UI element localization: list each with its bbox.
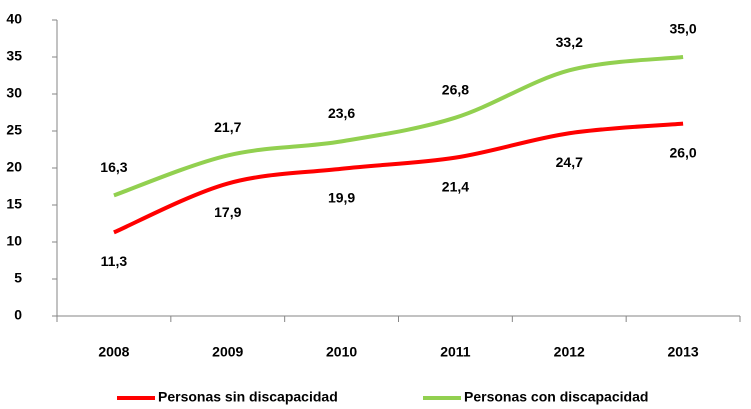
y-tick-label: 35: [6, 48, 22, 64]
x-tick-label: 2008: [98, 344, 129, 360]
data-label: 19,9: [328, 189, 355, 205]
y-tick-label: 0: [14, 307, 22, 323]
data-label: 21,7: [214, 119, 241, 135]
data-label: 21,4: [442, 178, 469, 194]
x-tick-label: 2009: [212, 344, 243, 360]
y-tick-label: 30: [6, 85, 22, 101]
data-label: 26,0: [669, 144, 696, 160]
data-label: 16,3: [100, 159, 127, 175]
y-tick-label: 15: [6, 196, 22, 212]
x-tick-label: 2010: [326, 344, 357, 360]
data-label: 17,9: [214, 204, 241, 220]
y-tick-label: 10: [6, 233, 22, 249]
y-tick-label: 40: [6, 11, 22, 27]
legend-label: Personas sin discapacidad: [158, 389, 338, 405]
y-tick-label: 25: [6, 122, 22, 138]
data-label: 23,6: [328, 105, 355, 121]
data-label: 33,2: [556, 34, 583, 50]
x-tick-label: 2013: [668, 344, 699, 360]
data-label: 35,0: [669, 21, 696, 37]
legend-label: Personas con discapacidad: [464, 389, 648, 405]
y-tick-label: 20: [6, 159, 22, 175]
data-label: 26,8: [442, 81, 469, 97]
x-tick-label: 2011: [440, 344, 471, 360]
x-tick-label: 2012: [554, 344, 585, 360]
data-label: 24,7: [556, 154, 583, 170]
series-line: [113, 121, 684, 235]
series-line: [113, 55, 684, 198]
y-tick-label: 5: [14, 270, 22, 286]
data-label: 11,3: [101, 253, 128, 269]
